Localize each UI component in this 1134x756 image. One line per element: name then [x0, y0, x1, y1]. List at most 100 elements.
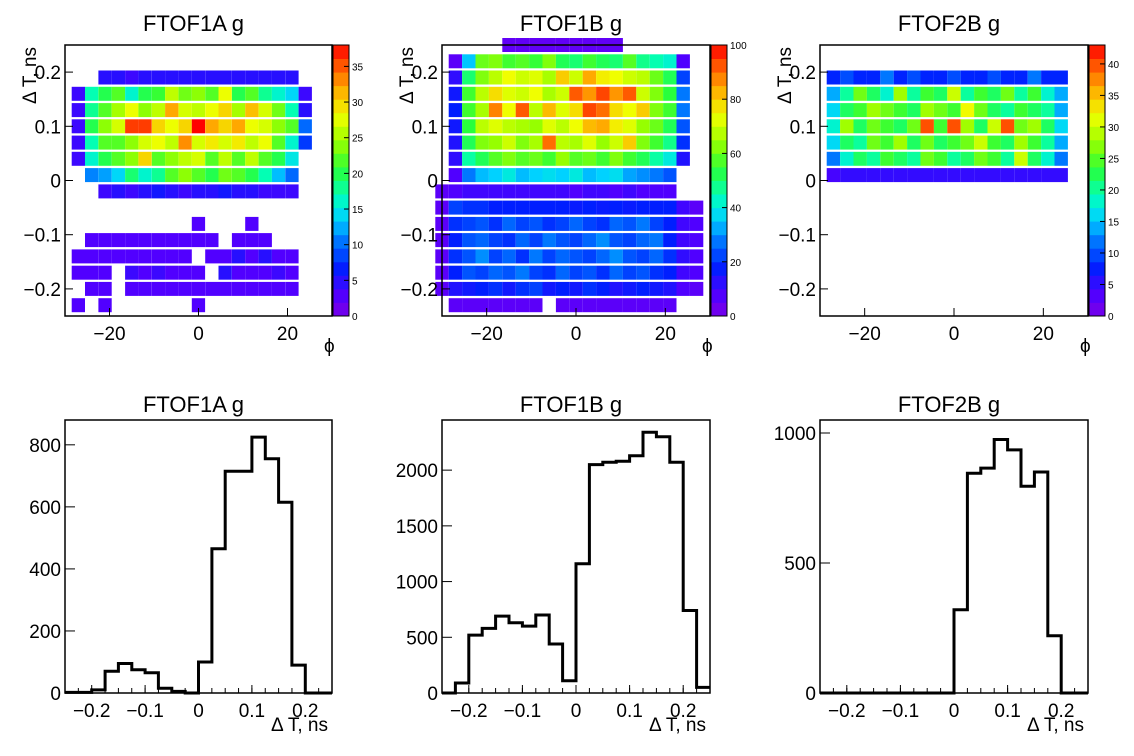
heatmap-cell	[138, 135, 152, 150]
heatmap-cell	[502, 168, 516, 183]
colorbar-tick-label: 25	[1108, 154, 1120, 165]
heatmap-cell	[1041, 70, 1055, 85]
heatmap-cell	[475, 119, 489, 134]
heatmap-cell	[555, 168, 570, 183]
y-tick-label: −0.1	[23, 226, 61, 247]
colorbar-frame	[1088, 44, 1106, 317]
heatmap-cell	[298, 119, 312, 134]
colorbar-segment	[1089, 180, 1105, 195]
heatmap-cell	[298, 86, 312, 101]
heatmap-cell	[205, 86, 219, 101]
heatmap-cell	[676, 281, 690, 296]
histogram-panel-2: 0 500 1000 1500 2000 −0.2 −0.1 0 0.1 0.2 FTOF1B g Δ…	[396, 392, 711, 736]
colorbar-tick-label: 10	[352, 241, 364, 252]
y-axis-label: Δ T, ns	[397, 47, 418, 104]
heatmap-cell	[462, 168, 476, 183]
heatmap-cell	[245, 233, 259, 248]
heatmap-cell	[98, 265, 112, 280]
heatmap-cell	[218, 281, 232, 296]
heatmap-cell	[569, 119, 583, 134]
heatmap-cell	[178, 70, 192, 85]
heatmap-cell	[987, 168, 1001, 183]
heatmap-cell	[488, 70, 503, 85]
heatmap-cell	[853, 151, 867, 166]
heatmap-cell	[933, 119, 948, 134]
heatmap-cell	[271, 103, 286, 118]
heatmap-cell	[622, 265, 637, 280]
x-tick-label: −0.2	[450, 701, 488, 722]
heatmap-cell	[245, 135, 259, 150]
heatmap-cell	[933, 70, 948, 85]
heatmap-cell	[448, 233, 463, 248]
heatmap-cell	[529, 119, 543, 134]
heatmap-cell	[218, 151, 232, 166]
heatmap-cell	[151, 86, 166, 101]
heatmap-cell	[285, 86, 299, 101]
heatmap-cell	[987, 70, 1001, 85]
heatmap-cell	[542, 135, 556, 150]
colorbar-tick-label: 40	[730, 204, 742, 215]
heatmap-cell	[191, 184, 206, 199]
y-tick-label: 0.2	[35, 63, 61, 84]
y-tick-label: −0.2	[400, 280, 438, 301]
heatmap-cell	[649, 86, 664, 101]
heatmap-cell	[1027, 119, 1042, 134]
heatmap-cell	[609, 70, 623, 85]
heatmap-cell	[826, 70, 841, 85]
x-tick-label: 0.1	[994, 701, 1020, 722]
heatmap-cell	[622, 216, 637, 231]
heatmap-cell	[974, 70, 988, 85]
heatmap-cell	[85, 168, 99, 183]
heatmap-cell	[191, 168, 206, 183]
colorbar-segment	[333, 248, 349, 263]
y-axis-label: Δ T, ns	[20, 47, 41, 104]
heatmap-cell	[138, 151, 152, 166]
heatmap-cell	[231, 70, 246, 85]
heatmap-cell	[245, 249, 259, 264]
heatmap-cell	[649, 249, 664, 264]
heatmap-cell	[622, 281, 637, 296]
heatmap-cell	[542, 281, 556, 296]
histogram-series	[65, 435, 332, 695]
heatmap-cell	[271, 265, 286, 280]
colorbar-segment	[711, 275, 727, 290]
colorbar-segment	[333, 85, 349, 100]
colorbar-tick-label: 20	[1108, 186, 1120, 197]
heatmap-cell	[475, 135, 489, 150]
heatmap-cell	[960, 168, 975, 183]
heatmap-cell	[555, 281, 570, 296]
heatmap-cell	[933, 135, 948, 150]
heatmap-cell	[245, 216, 259, 231]
heatmap-cell	[165, 233, 179, 248]
colorbar-segment	[711, 221, 727, 236]
heatmap-cell	[933, 168, 948, 183]
y-tick-label: 600	[29, 498, 61, 519]
heatmap-cell	[125, 86, 139, 101]
heatmap-cell	[165, 265, 179, 280]
heatmap-cell	[853, 135, 867, 150]
heatmap-cell	[218, 119, 232, 134]
heatmap-cell	[205, 233, 219, 248]
heatmap-cell	[245, 103, 259, 118]
heatmap-cell	[271, 281, 286, 296]
heatmap-cell	[529, 135, 543, 150]
heatmap-cell	[448, 86, 463, 101]
heatmap-cell	[1041, 168, 1055, 183]
heatmap-cell	[218, 184, 232, 199]
heatmap-cell	[502, 249, 516, 264]
heatmap-cell	[462, 54, 476, 69]
heatmap-cell	[165, 119, 179, 134]
heatmap-cell	[636, 103, 650, 118]
heatmap-cell	[866, 70, 881, 85]
heatmap-cell	[245, 151, 259, 166]
heatmap-cell	[125, 103, 139, 118]
heatmap-cell	[622, 103, 637, 118]
heatmap-cell	[1041, 151, 1055, 166]
colorbar-segment	[711, 58, 727, 73]
heatmap-cell	[636, 70, 650, 85]
heatmap-cell	[258, 281, 272, 296]
heatmap-cell	[987, 135, 1001, 150]
heatmap-cell	[555, 298, 570, 313]
heatmap-cell	[1014, 168, 1028, 183]
y-tick-label: 200	[29, 622, 61, 643]
